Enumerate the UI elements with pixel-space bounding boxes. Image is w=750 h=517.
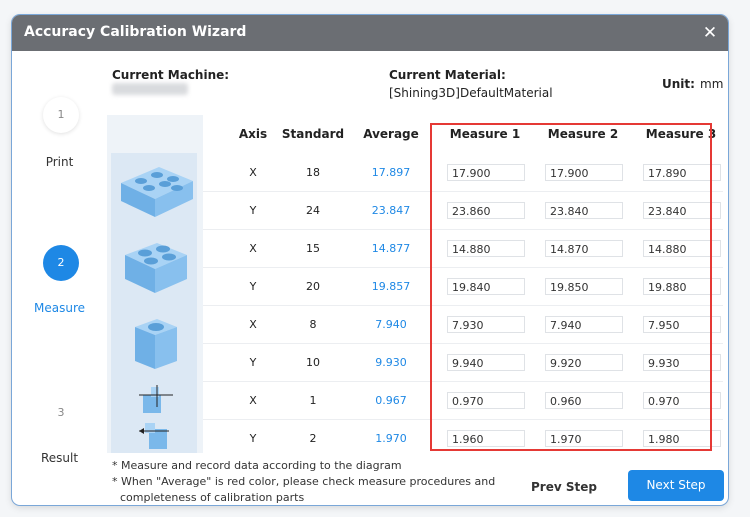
measure-1-input[interactable]: 1.960 <box>447 430 525 447</box>
row-divider <box>203 191 723 192</box>
machine-label: Current Machine: <box>112 68 230 82</box>
axis-cell: X <box>249 394 257 407</box>
standard-cell: 20 <box>306 280 320 293</box>
measure-3-input[interactable]: 9.930 <box>643 354 721 371</box>
unit-value: mm <box>700 77 724 91</box>
dialog-title: Accuracy Calibration Wizard <box>24 24 247 40</box>
note-line-2: * When "Average" is red color, please ch… <box>112 475 496 488</box>
step-2-indicator: 2 <box>43 245 79 281</box>
column-header-measure-2: Measure 2 <box>547 127 619 141</box>
average-cell: 19.857 <box>371 280 411 293</box>
row-divider <box>203 229 723 230</box>
average-cell: 7.940 <box>375 318 407 331</box>
measure-2-input[interactable]: 23.840 <box>545 202 623 219</box>
measure-1-input[interactable]: 23.860 <box>447 202 525 219</box>
calibration-part-1-image <box>111 153 197 230</box>
row-divider <box>203 419 723 420</box>
standard-cell: 10 <box>306 356 320 369</box>
measure-2-input[interactable]: 14.870 <box>545 240 623 257</box>
column-header-measure-3: Measure 3 <box>645 127 717 141</box>
material-value: [Shining3D]DefaultMaterial <box>389 86 553 100</box>
step-1-indicator: 1 <box>43 97 79 133</box>
close-icon[interactable]: ✕ <box>702 23 718 43</box>
column-header-standard: Standard <box>281 127 345 141</box>
average-cell: 0.967 <box>375 394 407 407</box>
measure-3-input[interactable]: 17.890 <box>643 164 721 181</box>
calibration-table: Axis Standard Average Measure 1 Measure … <box>107 115 728 454</box>
column-header-axis: Axis <box>238 127 268 141</box>
calibration-part-2-image <box>111 229 197 306</box>
average-cell: 1.970 <box>375 432 407 445</box>
step-sidebar: 1 Print 2 Measure 3 Result <box>12 51 107 505</box>
measure-3-input[interactable]: 0.970 <box>643 392 721 409</box>
standard-cell: 18 <box>306 166 320 179</box>
part-images-column <box>107 115 203 454</box>
note-line-1: * Measure and record data according to t… <box>112 459 402 472</box>
row-divider <box>203 267 723 268</box>
measure-1-input[interactable]: 17.900 <box>447 164 525 181</box>
measure-2-input[interactable]: 0.960 <box>545 392 623 409</box>
measure-3-input[interactable]: 19.880 <box>643 278 721 295</box>
step-3-label: Result <box>40 451 79 465</box>
machine-name-redacted <box>112 83 188 95</box>
axis-cell: X <box>249 166 257 179</box>
measure-1-input[interactable]: 14.880 <box>447 240 525 257</box>
material-label: Current Material: <box>389 68 506 82</box>
measure-3-input[interactable]: 1.980 <box>643 430 721 447</box>
column-header-measure-1: Measure 1 <box>449 127 521 141</box>
average-cell: 23.847 <box>371 204 411 217</box>
axis-cell: Y <box>249 356 257 369</box>
axis-cell: X <box>249 242 257 255</box>
row-divider <box>203 305 723 306</box>
measure-columns-highlight <box>430 123 712 451</box>
row-divider <box>203 343 723 344</box>
calibration-part-3-image <box>111 305 197 382</box>
calibration-part-4-image <box>111 381 197 420</box>
measure-2-input[interactable]: 19.850 <box>545 278 623 295</box>
axis-cell: Y <box>249 204 257 217</box>
calibration-part-5-image <box>111 419 197 454</box>
standard-cell: 1 <box>309 394 317 407</box>
standard-cell: 15 <box>306 242 320 255</box>
average-cell: 9.930 <box>375 356 407 369</box>
measure-2-input[interactable]: 17.900 <box>545 164 623 181</box>
axis-cell: Y <box>249 280 257 293</box>
standard-cell: 24 <box>306 204 320 217</box>
next-step-button[interactable]: Next Step <box>628 470 724 501</box>
average-cell: 17.897 <box>371 166 411 179</box>
measure-1-input[interactable]: 19.840 <box>447 278 525 295</box>
row-divider <box>203 381 723 382</box>
calibration-dialog: Accuracy Calibration Wizard ✕ Current Ma… <box>12 15 728 505</box>
measure-3-input[interactable]: 14.880 <box>643 240 721 257</box>
measure-2-input[interactable]: 9.920 <box>545 354 623 371</box>
measure-1-input[interactable]: 9.940 <box>447 354 525 371</box>
measure-1-input[interactable]: 7.930 <box>447 316 525 333</box>
unit-label: Unit: <box>662 77 695 91</box>
title-bar: Accuracy Calibration Wizard ✕ <box>12 15 728 51</box>
standard-cell: 2 <box>309 432 317 445</box>
note-line-3: completeness of calibration parts <box>120 491 305 504</box>
step-2-label: Measure <box>34 301 85 315</box>
measure-2-input[interactable]: 1.970 <box>545 430 623 447</box>
measure-3-input[interactable]: 7.950 <box>643 316 721 333</box>
axis-cell: Y <box>249 432 257 445</box>
measure-1-input[interactable]: 0.970 <box>447 392 525 409</box>
standard-cell: 8 <box>309 318 317 331</box>
measure-2-input[interactable]: 7.940 <box>545 316 623 333</box>
measure-3-input[interactable]: 23.840 <box>643 202 721 219</box>
column-header-average: Average <box>363 127 419 141</box>
step-1-label: Print <box>45 155 74 169</box>
average-cell: 14.877 <box>371 242 411 255</box>
prev-step-button[interactable]: Prev Step <box>531 480 597 494</box>
axis-cell: X <box>249 318 257 331</box>
step-3-indicator: 3 <box>57 406 65 419</box>
